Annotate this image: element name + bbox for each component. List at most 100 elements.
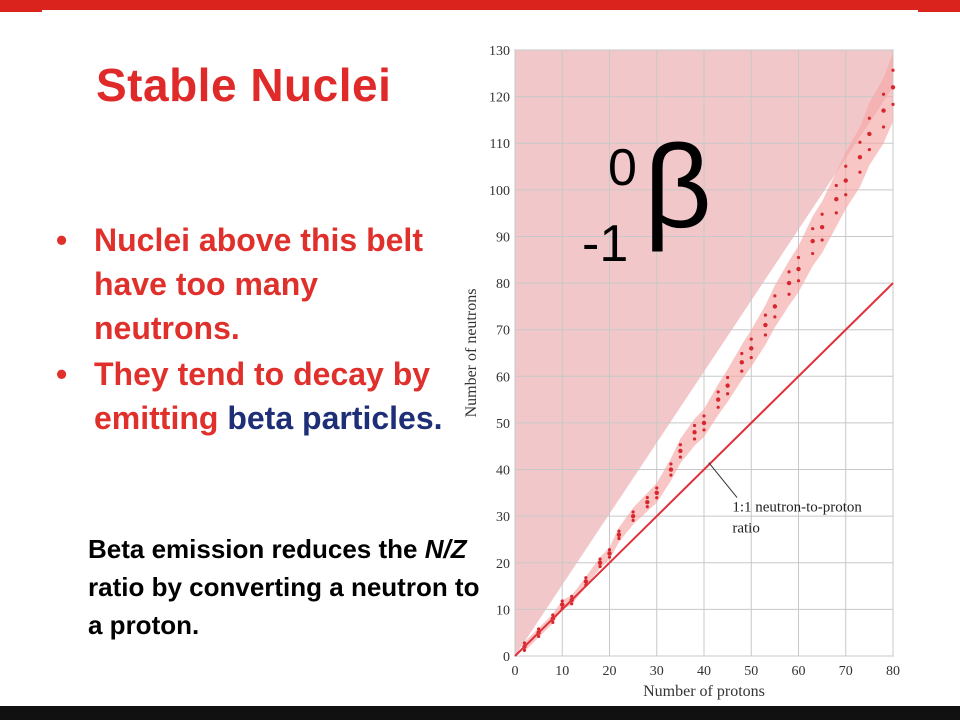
belt-point [522, 641, 527, 645]
belt-point [773, 294, 777, 298]
belt-point [560, 599, 564, 603]
belt-point [655, 496, 659, 500]
belt-point [701, 420, 707, 426]
x-tick-label: 50 [744, 664, 758, 679]
belt-point [811, 227, 815, 231]
belt-point [749, 355, 753, 360]
belt-point [598, 564, 602, 569]
belt-point [786, 280, 792, 286]
belt-point [881, 108, 886, 113]
bullet-text: They tend to decay by emitting [94, 356, 431, 436]
bullet-dot: • [56, 222, 68, 258]
belt-point [844, 164, 848, 168]
y-tick-label: 60 [496, 370, 510, 385]
belt-point [858, 170, 862, 174]
belt-point [834, 196, 839, 202]
belt-point [645, 499, 650, 505]
reference-line [514, 282, 894, 657]
belt-point [692, 423, 697, 428]
belt-point [678, 443, 682, 447]
x-axis-label: Number of protons [643, 683, 765, 700]
y-axis-label: Number of neutrons [463, 289, 480, 418]
belt-point [607, 551, 612, 556]
belt-point [739, 360, 744, 365]
belt-point [740, 369, 744, 373]
belt-point [631, 518, 635, 522]
belt-point [796, 279, 801, 283]
belt-point [630, 513, 636, 519]
belt-point [773, 315, 777, 319]
belt-point [844, 193, 848, 197]
belt-point [867, 116, 871, 120]
bullet-list: • Nuclei above this belt have too many n… [56, 218, 456, 442]
belt-point [537, 627, 541, 631]
belt-point [716, 390, 720, 394]
x-tick-label: 0 [512, 664, 519, 679]
belt-point [843, 178, 848, 183]
beta-particle-symbol: 0 -1 β [580, 128, 730, 278]
y-tick-label: 80 [496, 277, 510, 292]
belt-point [678, 455, 682, 459]
slide-title: Stable Nuclei [96, 59, 392, 111]
belt-point [858, 140, 862, 144]
belt-point [668, 467, 674, 472]
belt-point [616, 532, 622, 537]
belt-point [692, 430, 697, 435]
belt-point [551, 613, 555, 617]
belt-point [702, 428, 706, 432]
belt-point [890, 85, 896, 90]
belt-point [551, 620, 555, 625]
reference-line-callout [708, 462, 738, 498]
beta-superscript: 0 [608, 139, 637, 197]
belt-point [631, 510, 635, 514]
belt-point [749, 346, 754, 351]
stability-chart: 1:1 neutron-to-proton ratio 0 10 20 30 40 50 60 7… [463, 44, 900, 700]
note-part1: Beta emission reduces the [88, 534, 425, 564]
belt-point [881, 92, 886, 96]
belt-point [583, 579, 589, 584]
reference-line-label: ratio [732, 520, 760, 536]
belt-point [834, 211, 838, 215]
belt-point [669, 473, 673, 477]
belt-point [702, 414, 706, 418]
x-tick-label: 30 [650, 664, 664, 679]
y-tick-label: 70 [496, 324, 510, 339]
y-tick-label: 20 [496, 557, 510, 572]
belt-point [857, 155, 863, 160]
y-tick-label: 110 [490, 137, 510, 152]
bullet-item: • Nuclei above this belt have too many n… [56, 218, 456, 350]
belt-point [787, 270, 791, 274]
belt-point [881, 125, 886, 129]
bullet-item: • They tend to decay by emitting beta pa… [56, 352, 456, 440]
belt-point [891, 68, 895, 72]
belt-point [763, 333, 768, 337]
top-accent-bar [0, 0, 960, 12]
belt-point [560, 602, 565, 607]
bottom-bar [0, 706, 960, 720]
belt-point [654, 490, 659, 496]
beta-subscript: -1 [582, 215, 629, 273]
note-italic: N/Z [424, 534, 467, 564]
y-tick-label: 90 [496, 230, 510, 245]
y-tick-label: 0 [503, 650, 510, 665]
bullet-text-end: particles. [293, 400, 443, 436]
belt-point [763, 322, 768, 328]
belt-point [867, 147, 871, 152]
x-tick-label: 10 [555, 664, 569, 679]
belt-point [522, 648, 527, 653]
belt-point [617, 536, 621, 541]
belt-point [584, 576, 588, 580]
belt-point [692, 437, 697, 441]
belt-point [607, 548, 612, 552]
belt-point [834, 183, 838, 188]
belt-point [796, 266, 801, 272]
belt-point [669, 462, 673, 466]
belt-point [716, 405, 720, 409]
explanation-note: Beta emission reduces the N/Z ratio by c… [88, 530, 488, 644]
y-tick-label: 10 [496, 603, 510, 618]
belt-point [537, 634, 541, 639]
x-tick-label: 80 [886, 664, 900, 679]
x-tick-label: 20 [603, 664, 617, 679]
belt-point [607, 555, 612, 559]
belt-point [678, 448, 683, 454]
